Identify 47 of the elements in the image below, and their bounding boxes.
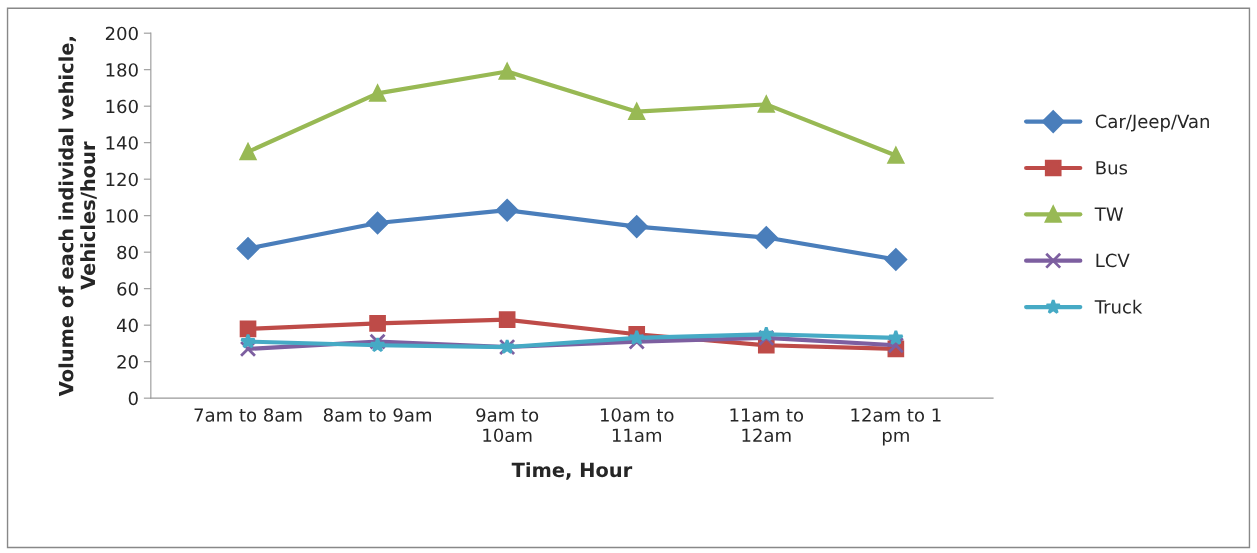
point: [887, 147, 905, 164]
y-axis-title: Volume of each individal vehicle, Vehicles/hour: [58, 37, 97, 397]
point: [498, 63, 516, 80]
y-tick-label: 180: [106, 63, 138, 77]
point: [236, 237, 260, 260]
point: [887, 329, 904, 345]
point: [240, 333, 257, 349]
legend-label: TW: [1094, 207, 1124, 221]
x-tick-label: 8am to 9am: [323, 408, 431, 422]
point: [755, 226, 778, 249]
legend-label: Bus: [1096, 161, 1128, 175]
y-tick-label: 200: [105, 26, 138, 41]
y-tick-label: 40: [116, 318, 138, 333]
y-tick-label: 20: [117, 355, 138, 369]
point: [628, 329, 645, 345]
point: [369, 315, 386, 332]
point: [625, 215, 648, 238]
y-tick-label: 80: [117, 245, 138, 260]
point: [239, 340, 257, 358]
point: [758, 325, 775, 342]
point: [239, 320, 257, 338]
y-tick-label: 120: [106, 172, 138, 187]
y-tick-label: 160: [106, 99, 138, 114]
point: [495, 198, 519, 222]
point: [366, 211, 389, 235]
point: [628, 333, 646, 350]
legend-label: Car/Jeep/Van: [1095, 114, 1209, 132]
y-tick-label: 60: [117, 282, 138, 296]
x-axis-title: Time, Hour: [511, 462, 633, 480]
point: [369, 85, 386, 102]
x-tick-label: 7am to 8am: [194, 408, 302, 422]
point: [628, 103, 646, 120]
legend-label: LCV: [1096, 253, 1130, 268]
point: [887, 336, 905, 354]
y-tick-label: 0: [128, 391, 138, 406]
point: [757, 96, 775, 113]
point: [757, 329, 775, 347]
y-tick-label: 140: [106, 136, 138, 150]
y-tick-label: 100: [106, 209, 138, 223]
x-tick-label: 9am to 10am: [476, 408, 539, 443]
legend-label: Truck: [1094, 299, 1143, 314]
x-tick-label: 12am to 1 pm: [851, 408, 941, 446]
point: [239, 143, 257, 161]
x-tick-label: 10am to 11am: [600, 408, 674, 443]
point: [884, 248, 908, 271]
point: [498, 311, 516, 329]
x-tick-label: 11am to 12am: [730, 408, 804, 443]
